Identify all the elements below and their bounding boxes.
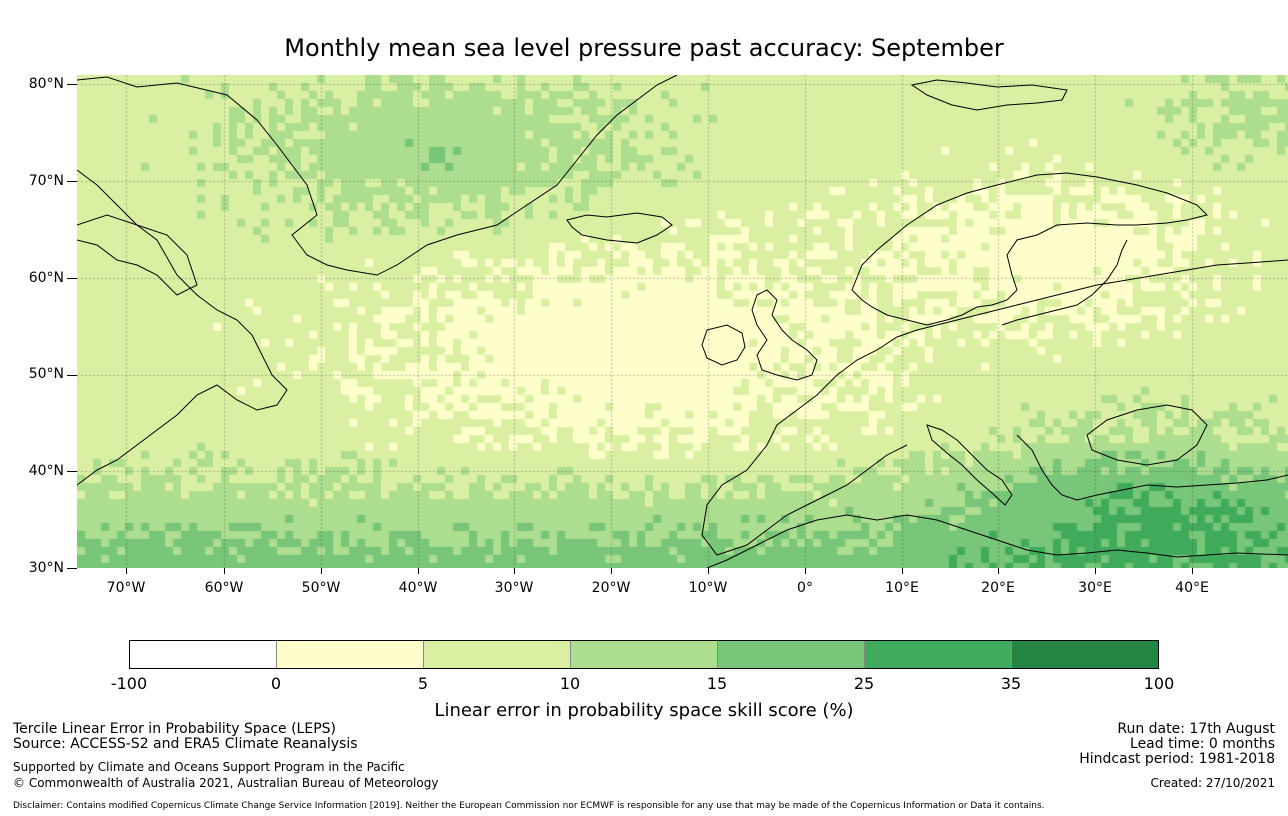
coastline-overlay: [77, 75, 1288, 568]
lat-tick: [67, 568, 77, 569]
lat-label-50n: 50°N: [28, 366, 64, 382]
lon-label-30w: 30°W: [494, 580, 534, 596]
lon-tick: [805, 568, 806, 574]
lon-tick: [611, 568, 612, 574]
lon-tick: [224, 568, 225, 574]
lon-label-20e: 20°E: [981, 580, 1015, 596]
lat-tick: [67, 84, 77, 85]
lat-label-70n: 70°N: [28, 173, 64, 189]
iceland-coastline: [566, 212, 673, 244]
lon-tick: [1192, 568, 1193, 574]
lat-label-80n: 80°N: [28, 76, 64, 92]
lon-tick: [708, 568, 709, 574]
lon-label-50w: 50°W: [301, 580, 341, 596]
colorbar-title: Linear error in probability space skill …: [434, 700, 854, 721]
lon-tick: [1095, 568, 1096, 574]
labrador-coastline: [77, 169, 288, 486]
lon-label-10w: 10°W: [688, 580, 728, 596]
lon-label-60w: 60°W: [204, 580, 244, 596]
footer-hindcast: Hindcast period: 1981-2018: [1079, 751, 1275, 767]
footer-copyright: © Commonwealth of Australia 2021, Austra…: [13, 776, 439, 790]
lat-tick: [67, 181, 77, 182]
map-plot-area: [77, 75, 1288, 568]
lat-tick: [67, 278, 77, 279]
iberia-coastline: [701, 409, 908, 556]
colorbar-segment: [718, 641, 865, 668]
svalbard-coastline: [910, 79, 1068, 111]
italy-coastline: [926, 424, 1013, 506]
footer-run-date: Run date: 17th August: [1117, 721, 1275, 737]
balkans-coastline: [1016, 434, 1288, 501]
lon-label-10e: 10°E: [885, 580, 919, 596]
colorbar-tick: -100: [110, 674, 148, 693]
map-title: Monthly mean sea level pressure past acc…: [284, 34, 1004, 62]
footer-leps: Tercile Linear Error in Probability Spac…: [13, 721, 336, 737]
greenland-coastline: [77, 75, 678, 276]
lon-label-70w: 70°W: [106, 580, 146, 596]
colorbar-tick: 5: [417, 674, 429, 693]
colorbar-tick: 35: [1000, 674, 1022, 693]
footer-created: Created: 27/10/2021: [1150, 776, 1275, 790]
black-sea-coastline: [1086, 404, 1208, 466]
lon-tick: [998, 568, 999, 574]
lon-tick: [902, 568, 903, 574]
colorbar-tick: 15: [706, 674, 728, 693]
lon-label-40e: 40°E: [1175, 580, 1209, 596]
lat-tick: [67, 375, 77, 376]
lon-label-40w: 40°W: [398, 580, 438, 596]
lon-tick: [126, 568, 127, 574]
colorbar-segment: [424, 641, 571, 668]
colorbar-tick: 0: [270, 674, 282, 693]
colorbar-segment: [865, 641, 1012, 668]
ireland-coastline: [701, 324, 746, 366]
footer-disclaimer: Disclaimer: Contains modified Copernicus…: [13, 801, 1045, 811]
lat-label-30n: 30°N: [28, 560, 64, 576]
colorbar-segment: [1012, 641, 1158, 668]
colorbar-segment: [571, 641, 718, 668]
lon-tick: [321, 568, 322, 574]
baffin-coastline: [77, 214, 198, 296]
colorbar-tick: 100: [1143, 674, 1175, 693]
baltic-coastline: [1001, 239, 1128, 326]
lon-label-0: 0°: [797, 580, 813, 596]
footer-support: Supported by Climate and Oceans Support …: [13, 760, 405, 774]
footer-lead-time: Lead time: 0 months: [1130, 736, 1275, 752]
great-britain-coastline: [751, 289, 818, 381]
colorbar-tick: 25: [853, 674, 875, 693]
lat-label-60n: 60°N: [28, 270, 64, 286]
footer-source: Source: ACCESS-S2 and ERA5 Climate Reana…: [13, 736, 358, 752]
lat-label-40n: 40°N: [28, 463, 64, 479]
colorbar-tick: 10: [559, 674, 581, 693]
europe-coastline: [796, 259, 1288, 411]
colorbar-segment: [130, 641, 277, 668]
lon-tick: [514, 568, 515, 574]
north-africa-coastline: [706, 514, 1288, 568]
skill-score-heatmap: [77, 75, 1288, 568]
lon-tick: [418, 568, 419, 574]
colorbar: [129, 640, 1159, 669]
lon-label-20w: 20°W: [591, 580, 631, 596]
lat-tick: [67, 471, 77, 472]
lon-label-30e: 30°E: [1078, 580, 1112, 596]
scandinavia-coastline: [851, 172, 1208, 326]
colorbar-segment: [277, 641, 424, 668]
